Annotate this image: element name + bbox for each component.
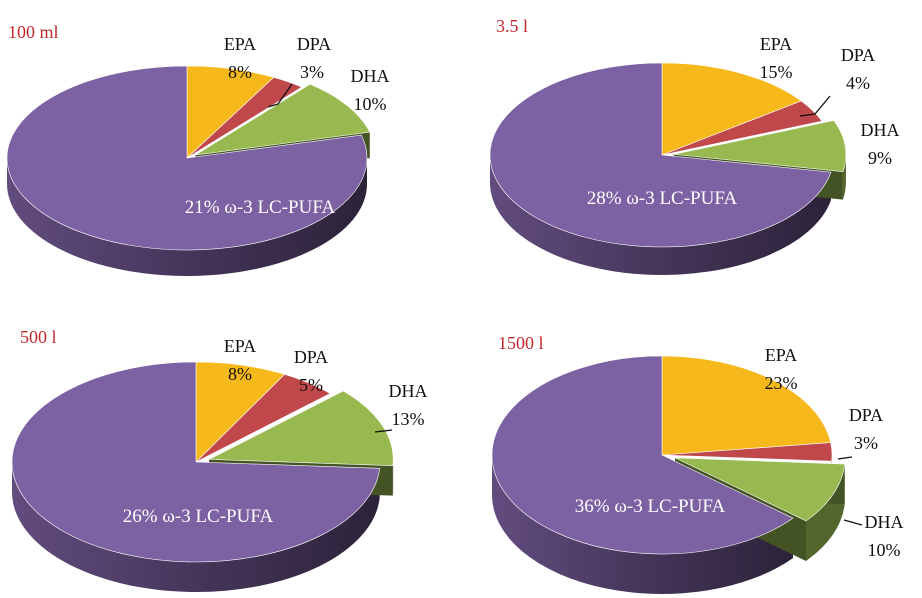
slice-side-other bbox=[489, 155, 831, 276]
total-pufa-label: 36% ω-3 LC-PUFA bbox=[575, 496, 726, 517]
slice-name-label: DPA bbox=[297, 34, 331, 54]
slice-side-other bbox=[12, 462, 380, 593]
slice-side-other bbox=[7, 158, 367, 276]
slice-side-dha bbox=[806, 464, 845, 561]
slice-side-dha bbox=[842, 154, 846, 200]
slice-side-other bbox=[492, 455, 793, 594]
slice-value-label: 15% bbox=[760, 62, 793, 82]
pie-chart-1: 100 ml EPA 8% DPA 3% DHA 10% 21% ω-3 LC-PUFA bbox=[6, 22, 390, 276]
slice-epa bbox=[661, 355, 832, 456]
slice-name-label: DHA bbox=[351, 66, 390, 86]
slice-value-label: 5% bbox=[299, 375, 323, 395]
total-pufa-label: 28% ω-3 LC-PUFA bbox=[587, 188, 738, 209]
slice-name-label: EPA bbox=[760, 34, 792, 54]
slice-name-label: DHA bbox=[389, 381, 428, 401]
slice-value-label: 3% bbox=[300, 62, 324, 82]
leader-line bbox=[843, 519, 863, 526]
slice-dpa bbox=[661, 442, 833, 462]
slice-value-label: 8% bbox=[228, 62, 252, 82]
slice-dpa bbox=[186, 77, 303, 159]
slice-value-label: 13% bbox=[392, 409, 425, 429]
slice-name-label: EPA bbox=[224, 336, 256, 356]
slice-value-label: 3% bbox=[854, 433, 878, 453]
slice-dpa bbox=[661, 100, 823, 156]
volume-label: 3.5 l bbox=[496, 16, 528, 36]
slice-dha bbox=[674, 457, 846, 522]
slice-other bbox=[11, 361, 380, 563]
leader-line bbox=[837, 456, 853, 460]
slice-other bbox=[6, 65, 368, 251]
slice-value-label: 8% bbox=[228, 364, 252, 384]
total-pufa-label: 26% ω-3 LC-PUFA bbox=[123, 506, 274, 527]
leader-line bbox=[374, 429, 393, 433]
slice-other bbox=[489, 62, 832, 248]
slice-name-label: DPA bbox=[849, 405, 883, 425]
slice-name-label: EPA bbox=[765, 345, 797, 365]
slice-value-label: 9% bbox=[868, 148, 892, 168]
volume-label: 500 l bbox=[20, 327, 57, 347]
slice-other bbox=[491, 355, 794, 555]
slice-dpa bbox=[195, 374, 331, 463]
volume-label: 1500 l bbox=[498, 333, 544, 353]
pie-chart-4: 1500 l EPA 23% DPA 3% DHA 10% 36% ω-3 LC-PUFA bbox=[491, 333, 904, 594]
slice-value-label: 10% bbox=[354, 94, 387, 114]
slice-name-label: DHA bbox=[865, 512, 904, 532]
slice-dha bbox=[673, 120, 847, 172]
leader-line bbox=[799, 95, 831, 117]
slice-value-label: 23% bbox=[765, 373, 798, 393]
slice-value-label: 4% bbox=[846, 73, 870, 93]
slice-epa bbox=[661, 62, 802, 156]
slice-name-label: DPA bbox=[294, 347, 328, 367]
slice-dha bbox=[208, 390, 394, 466]
slice-epa bbox=[186, 65, 275, 159]
total-pufa-label: 21% ω-3 LC-PUFA bbox=[185, 197, 336, 218]
slice-value-label: 10% bbox=[868, 540, 901, 560]
leader-line bbox=[267, 83, 293, 108]
volume-label: 100 ml bbox=[8, 22, 59, 42]
slice-name-label: DHA bbox=[861, 120, 900, 140]
pie-chart-2: 3.5 l EPA 15% DPA 4% DHA 9% 28% ω-3 LC-PUFA bbox=[489, 16, 900, 276]
slice-epa bbox=[195, 361, 286, 463]
slice-name-label: EPA bbox=[224, 34, 256, 54]
slice-dha bbox=[195, 83, 371, 156]
slice-name-label: DPA bbox=[841, 45, 875, 65]
pie-chart-3: 500 l EPA 8% DPA 5% DHA 13% 26% ω-3 LC-PUFA bbox=[11, 327, 428, 593]
